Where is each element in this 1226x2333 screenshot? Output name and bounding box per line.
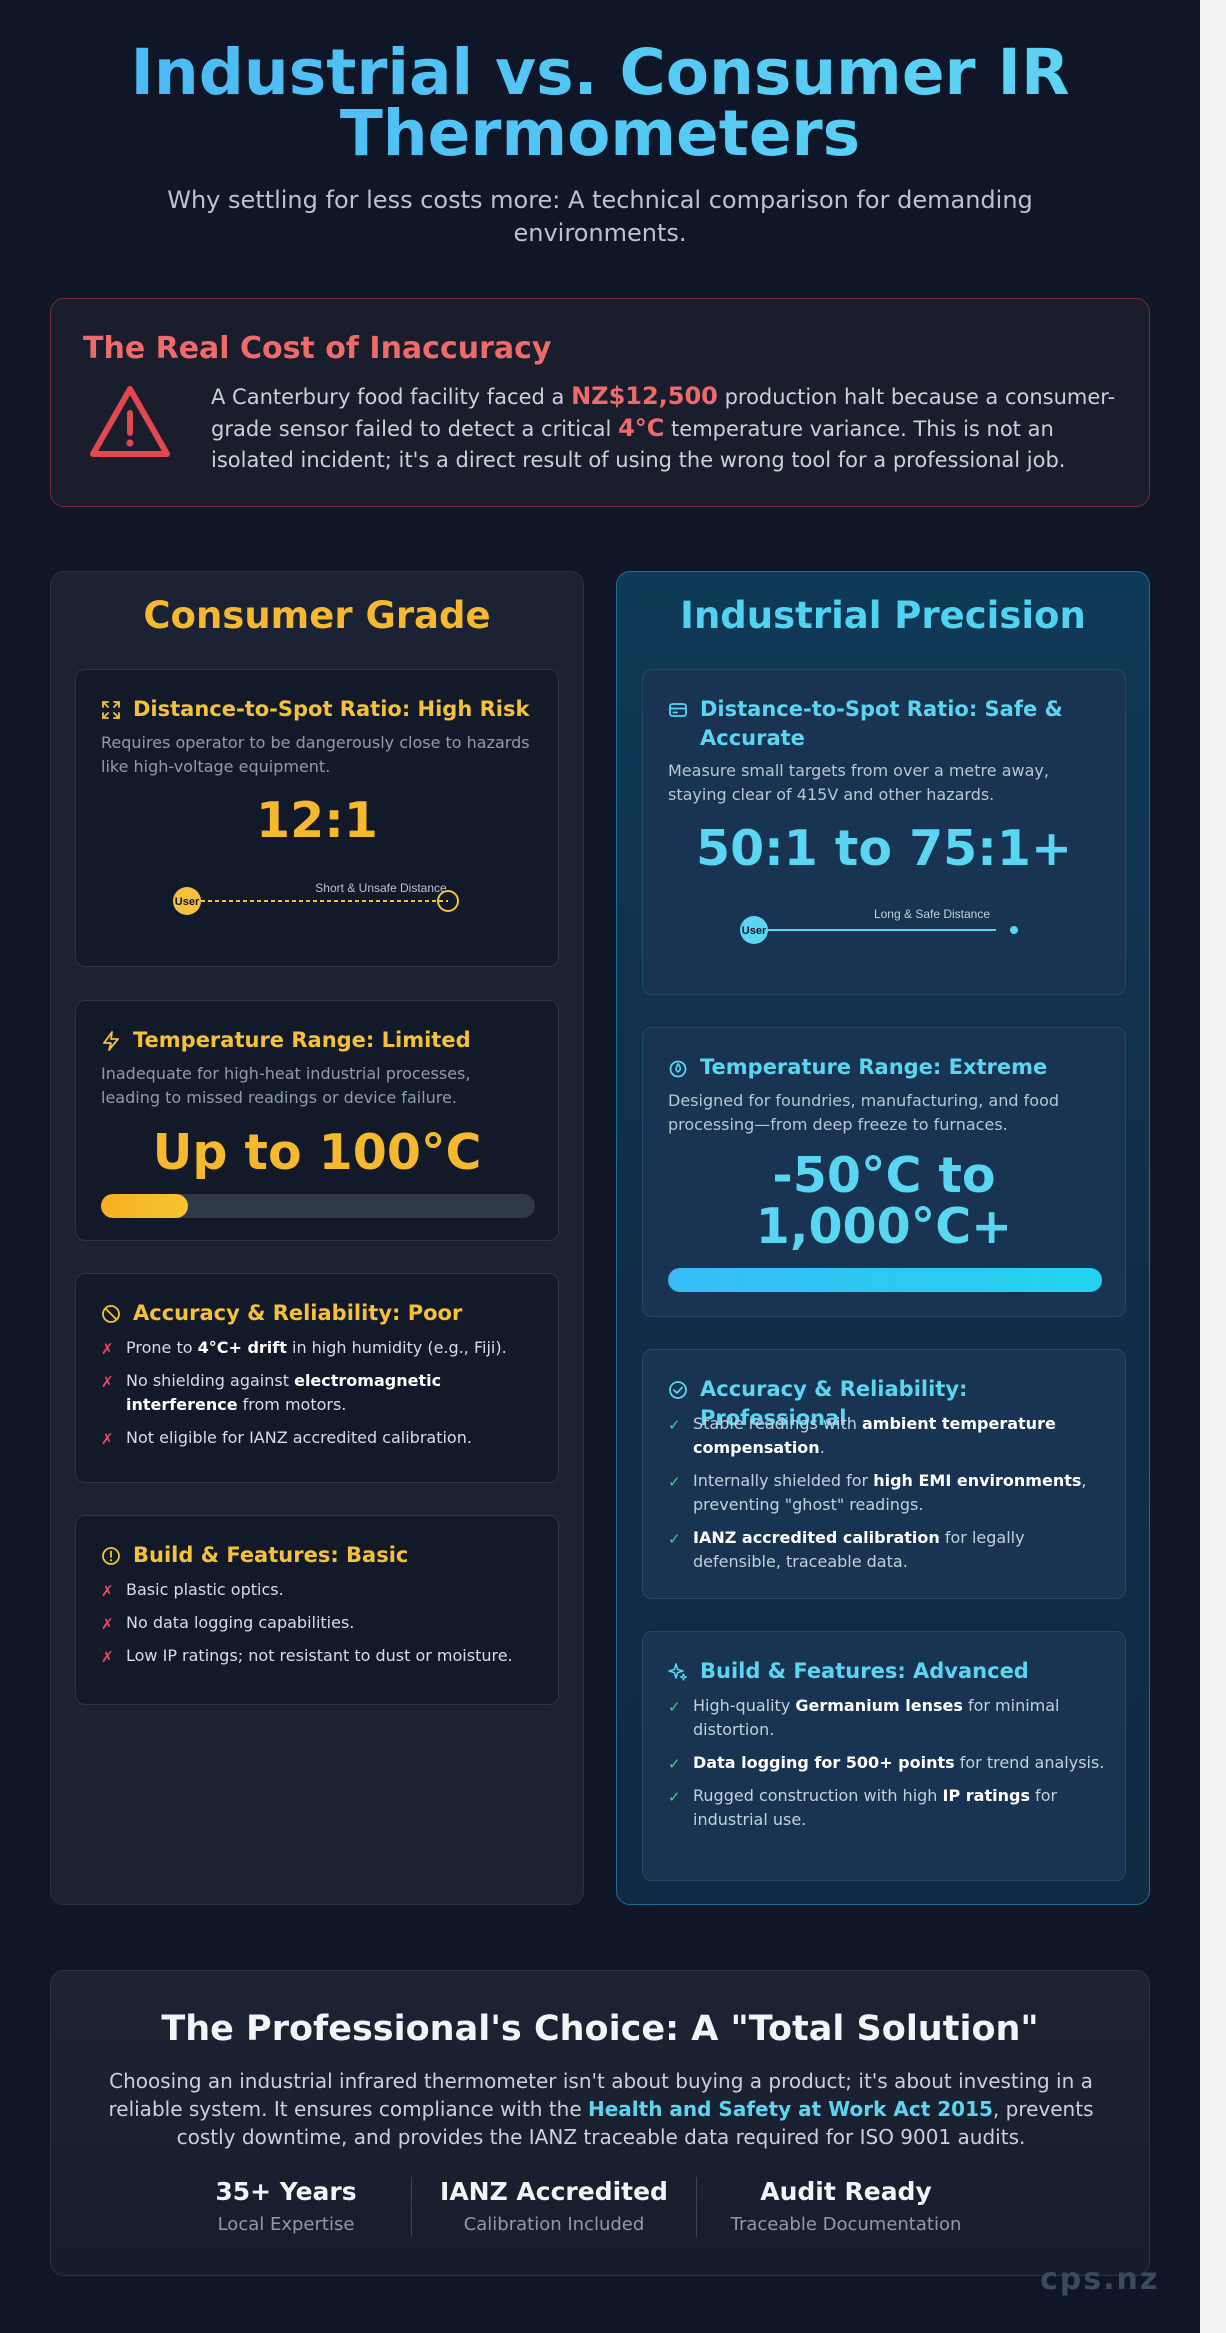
stat-audit: Audit Ready Traceable Documentation bbox=[730, 2177, 962, 2235]
list-item: ✓ Internally shielded for high EMI enviro… bbox=[668, 1471, 1087, 1514]
industrial-build-list: ✓ High-quality Germanium lenses for minim… bbox=[668, 1694, 1105, 1841]
target-marker bbox=[437, 890, 459, 912]
stat-experience: 35+ Years Local Expertise bbox=[215, 2177, 357, 2235]
consumer-build-heading: Build & Features: Basic bbox=[101, 1541, 538, 1570]
consumer-build-list: ✗ Basic plastic optics. ✗ No data logging c… bbox=[101, 1578, 538, 1677]
industrial-distance-card: Distance-to-Spot Ratio: Safe & Accurate … bbox=[642, 669, 1126, 995]
consumer-temperature-bar-fill bbox=[101, 1194, 188, 1218]
cross-icon: ✗ bbox=[101, 1648, 114, 1666]
cross-icon: ✗ bbox=[101, 1582, 114, 1600]
industrial-distance-desc: Measure small targets from over a metre … bbox=[668, 761, 1049, 804]
id-card-icon bbox=[669, 703, 687, 717]
check-icon: ✓ bbox=[668, 1698, 681, 1716]
alert-title: The Real Cost of Inaccuracy bbox=[83, 331, 552, 366]
industrial-accuracy-heading: Accuracy & Reliability: Professional bbox=[668, 1375, 1105, 1433]
stat-accreditation: IANZ Accredited Calibration Included bbox=[440, 2177, 668, 2235]
consumer-column-title: Consumer Grade bbox=[143, 594, 491, 637]
consumer-distance-label: Short & Unsafe Distance bbox=[315, 881, 447, 895]
brand-logo: cps.nz bbox=[1040, 2262, 1160, 2297]
consumer-accuracy-card: Accuracy & Reliability: Poor ✗ Prone to 4… bbox=[75, 1273, 559, 1483]
sparkles-icon bbox=[668, 1663, 688, 1681]
check-icon: ✓ bbox=[668, 1755, 681, 1773]
industrial-precision-column: Industrial Precision Distance-to-Spot Ra… bbox=[616, 571, 1150, 1905]
alert-text: A Canterbury food facility faced a NZ$12… bbox=[211, 382, 1116, 472]
alert-cost-highlight: NZ$12,500 bbox=[571, 382, 718, 410]
list-item: ✓ Rugged construction with high IP rating… bbox=[668, 1786, 1058, 1829]
target-marker bbox=[1010, 926, 1018, 934]
check-icon: ✓ bbox=[668, 1416, 681, 1434]
alert-circle-icon bbox=[102, 1547, 120, 1565]
consumer-build-card: Build & Features: Basic ✗ Basic plastic o… bbox=[75, 1515, 559, 1705]
consumer-distance-diagram: User Short & Unsafe Distance bbox=[173, 881, 459, 915]
industrial-temperature-bar-fill bbox=[668, 1268, 1102, 1292]
industrial-distance-value: 50:1 to 75:1+ bbox=[695, 820, 1073, 877]
page-subtitle: Why settling for less costs more: A tech… bbox=[167, 186, 1033, 247]
consumer-accuracy-heading: Accuracy & Reliability: Poor bbox=[101, 1299, 538, 1328]
industrial-temperature-heading: Temperature Range: Extreme bbox=[668, 1053, 1105, 1082]
list-item: ✓ Data logging for 500+ points for trend … bbox=[668, 1751, 1105, 1775]
stat-divider bbox=[411, 2177, 412, 2237]
consumer-temperature-card: Temperature Range: Limited Inadequate fo… bbox=[75, 1000, 559, 1241]
cross-icon: ✗ bbox=[101, 1615, 114, 1633]
list-item: ✗ Low IP ratings; not resistant to dust o… bbox=[101, 1644, 538, 1668]
consumer-grade-column: Consumer Grade Distance-to-Spot Ratio: H… bbox=[50, 571, 584, 1905]
cross-icon: ✗ bbox=[101, 1373, 114, 1391]
alert-temp-highlight: 4°C bbox=[618, 414, 665, 442]
prohibited-icon bbox=[102, 1305, 120, 1323]
user-marker bbox=[740, 916, 768, 944]
consumer-temperature-value: Up to 100°C bbox=[152, 1124, 482, 1181]
cost-alert-panel: The Real Cost of Inaccuracy A Canterbury… bbox=[50, 298, 1150, 507]
check-icon: ✓ bbox=[668, 1530, 681, 1548]
summary-panel: The Professional's Choice: A "Total Solu… bbox=[50, 1970, 1150, 2276]
infographic-page: Industrial vs. Consumer IR Thermometers … bbox=[0, 0, 1200, 2333]
industrial-build-card: Build & Features: Advanced ✓ High-quality… bbox=[642, 1631, 1126, 1881]
consumer-distance-desc: Requires operator to be dangerously clos… bbox=[101, 733, 530, 776]
industrial-temperature-value: -50°C to 1,000°C+ bbox=[755, 1147, 1013, 1255]
check-icon: ✓ bbox=[668, 1788, 681, 1806]
check-circle-icon bbox=[669, 1381, 687, 1399]
lightning-icon bbox=[103, 1031, 119, 1051]
consumer-temperature-heading: Temperature Range: Limited bbox=[101, 1026, 538, 1055]
industrial-accuracy-list: ✓ Stable readings with ambient temperatur… bbox=[668, 1412, 1105, 1583]
list-item: ✗ No data logging capabilities. bbox=[101, 1611, 538, 1635]
stat-divider bbox=[696, 2177, 697, 2237]
list-item: ✓ Stable readings with ambient temperatur… bbox=[668, 1414, 1056, 1457]
hswa-link[interactable]: Health and Safety at Work Act 2015 bbox=[588, 2097, 993, 2121]
industrial-temperature-card: Temperature Range: Extreme Designed for … bbox=[642, 1027, 1126, 1317]
consumer-distance-heading: Distance-to-Spot Ratio: High Risk bbox=[101, 695, 538, 724]
summary-title: The Professional's Choice: A "Total Solu… bbox=[161, 2009, 1039, 2049]
list-item: ✗ Prone to 4°C+ drift in high humidity (e… bbox=[101, 1336, 538, 1360]
cross-icon: ✗ bbox=[101, 1340, 114, 1358]
industrial-accuracy-card: Accuracy & Reliability: Professional ✓ St… bbox=[642, 1349, 1126, 1599]
list-item: ✓ High-quality Germanium lenses for minim… bbox=[668, 1696, 1060, 1739]
list-item: ✓ IANZ accredited calibration for legally… bbox=[668, 1528, 1025, 1571]
industrial-temperature-desc: Designed for foundries, manufacturing, a… bbox=[668, 1091, 1060, 1134]
list-item: ✗ Not eligible for IANZ accredited calibr… bbox=[101, 1426, 538, 1450]
list-item: ✗ Basic plastic optics. bbox=[101, 1578, 538, 1602]
consumer-accuracy-list: ✗ Prone to 4°C+ drift in high humidity (e… bbox=[101, 1336, 538, 1459]
page-title: Industrial vs. Consumer IR Thermometers bbox=[60, 41, 1140, 165]
expand-icon bbox=[102, 701, 120, 719]
user-marker bbox=[173, 887, 201, 915]
industrial-distance-diagram: User Long & Safe Distance bbox=[740, 907, 1018, 944]
warning-triangle-icon bbox=[90, 386, 170, 457]
industrial-distance-heading: Distance-to-Spot Ratio: Safe & Accurate bbox=[668, 695, 1105, 753]
flame-icon bbox=[669, 1060, 687, 1078]
check-icon: ✓ bbox=[668, 1473, 681, 1491]
list-item: ✗ No shielding against electromagnetic in… bbox=[101, 1371, 442, 1414]
industrial-build-heading: Build & Features: Advanced bbox=[668, 1657, 1105, 1686]
industrial-temperature-bar bbox=[668, 1268, 1102, 1292]
summary-text: Choosing an industrial infrared thermome… bbox=[108, 2069, 1094, 2149]
industrial-distance-label: Long & Safe Distance bbox=[874, 907, 990, 921]
consumer-distance-value: 12:1 bbox=[256, 792, 378, 849]
industrial-column-title: Industrial Precision bbox=[680, 594, 1086, 637]
consumer-temperature-bar bbox=[101, 1194, 535, 1218]
consumer-distance-card: Distance-to-Spot Ratio: High Risk Requir… bbox=[75, 669, 559, 967]
cross-icon: ✗ bbox=[101, 1430, 114, 1448]
user-label: User bbox=[175, 896, 200, 908]
consumer-temperature-desc: Inadequate for high-heat industrial proc… bbox=[101, 1064, 471, 1107]
user-label: User bbox=[742, 925, 767, 937]
